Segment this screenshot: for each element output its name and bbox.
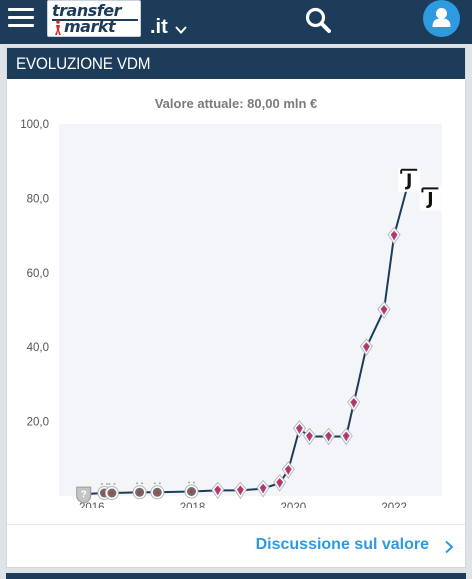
panel-title: EVOLUZIONE VDM	[16, 54, 151, 73]
data-point-fiorentina[interactable]	[281, 461, 295, 479]
market-value-panel: EVOLUZIONE VDM Valore attuale: 80,00 mln…	[6, 47, 466, 568]
y-tick-label: 80,0	[27, 193, 49, 205]
svg-text:?: ?	[81, 490, 87, 501]
current-market-value: Valore attuale: 80,00 mln €	[154, 96, 318, 111]
y-tick-label: 60,0	[27, 268, 49, 280]
data-point-fiorentina[interactable]	[233, 481, 248, 500]
user-icon	[432, 8, 451, 27]
logo-player-icon	[55, 20, 61, 35]
svg-text:J: J	[426, 189, 433, 209]
data-point-fiorentina[interactable]	[292, 420, 307, 438]
panel-divider	[7, 524, 465, 525]
search-icon[interactable]	[304, 6, 332, 34]
data-point-early[interactable]	[184, 481, 199, 499]
x-tick-label: 2016	[79, 502, 105, 508]
chevron-right-icon[interactable]	[443, 540, 455, 554]
market-value-chart: 100,0 80,0 60,0 40,0 20,0 2016 2018 2020 2022? JJ	[20, 119, 442, 508]
next-panel-edge	[6, 573, 466, 579]
data-point-fiorentina[interactable]	[387, 226, 401, 245]
y-tick-label: 40,0	[27, 342, 49, 354]
data-point-fiorentina[interactable]	[302, 427, 317, 446]
user-account-button[interactable]	[423, 0, 460, 37]
y-tick-label: 100,0	[20, 119, 49, 131]
data-point-fiorentina[interactable]	[377, 301, 391, 319]
logo-line1: transfer	[52, 1, 121, 20]
data-point-fiorentina[interactable]	[359, 338, 374, 357]
data-point-fiorentina[interactable]	[321, 427, 336, 446]
x-tick-label: 2022	[381, 502, 407, 508]
hamburger-menu-icon[interactable]	[8, 8, 34, 30]
y-tick-label: 20,0	[27, 417, 49, 429]
top-navigation-bar: transfer markt .it	[0, 0, 472, 44]
data-point-early[interactable]	[132, 482, 147, 500]
logo-underline	[52, 19, 138, 21]
country-domain[interactable]: .it	[150, 16, 168, 38]
transfermarkt-logo[interactable]: transfer markt	[47, 0, 141, 37]
data-point-early[interactable]	[150, 482, 165, 500]
x-tick-label: 2020	[281, 502, 307, 508]
discussion-link[interactable]: Discussione sul valore	[255, 536, 429, 553]
data-point-fiorentina[interactable]	[347, 394, 361, 412]
data-point-fiorentina[interactable]	[211, 481, 225, 500]
data-point-unknown[interactable]: ?	[76, 486, 92, 504]
data-point-early[interactable]	[104, 483, 119, 500]
data-point-juventus[interactable]: J	[398, 167, 421, 192]
x-tick-label: 2018	[180, 502, 206, 508]
chevron-down-icon[interactable]	[175, 24, 187, 36]
logo-line2: markt	[64, 17, 116, 36]
data-point-fiorentina[interactable]	[339, 427, 353, 446]
data-point-juventus[interactable]: J	[419, 186, 442, 211]
data-point-fiorentina[interactable]	[256, 479, 270, 498]
panel-header: EVOLUZIONE VDM	[7, 48, 465, 79]
data-point-fiorentina[interactable]	[273, 474, 287, 492]
svg-text:J: J	[405, 171, 412, 191]
